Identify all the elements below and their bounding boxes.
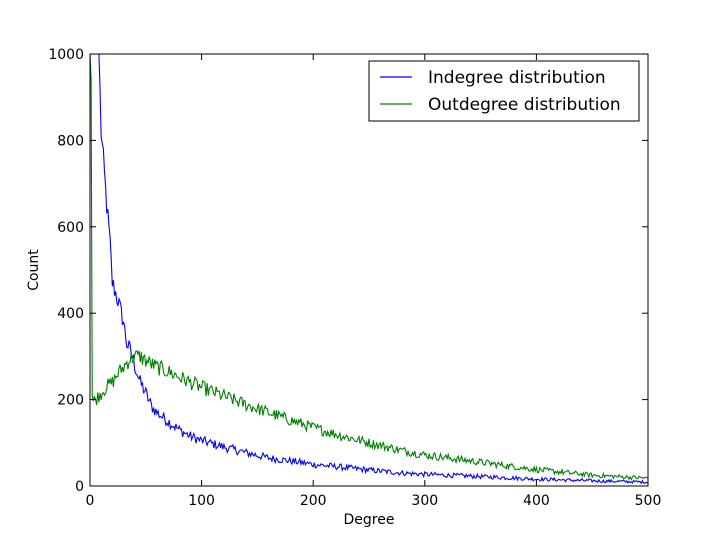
outdegree-series-line — [90, 54, 648, 481]
plot-area — [90, 54, 648, 486]
y-tick-label: 800 — [57, 133, 84, 149]
y-axis-label: Count — [26, 249, 42, 291]
x-tick-label: 300 — [411, 493, 438, 509]
x-tick-label: 400 — [523, 493, 550, 509]
plot-frame — [89, 53, 649, 487]
legend-label-indegree: Indegree distribution — [428, 68, 606, 88]
x-tick-label: 200 — [300, 493, 327, 509]
x-tick-label: 0 — [86, 493, 95, 509]
x-tick-label: 100 — [188, 493, 215, 509]
legend-box — [368, 60, 640, 122]
x-tick-label: 500 — [635, 493, 662, 509]
y-tick-label: 600 — [57, 220, 84, 236]
y-tick-label: 200 — [57, 393, 84, 409]
series-layer — [90, 54, 648, 485]
y-tick-label: 0 — [75, 479, 84, 495]
x-axis-label: Degree — [344, 512, 395, 528]
legend: Indegree distribution Outdegree distribu… — [368, 60, 640, 122]
y-tick-label: 1000 — [48, 47, 84, 63]
ticks-layer: 0 100 200 300 400 500 0 200 400 600 800 1000 — [48, 47, 661, 509]
legend-label-outdegree: Outdegree distribution — [428, 95, 621, 115]
y-tick-label: 400 — [57, 306, 84, 322]
indegree-series-line — [91, 54, 648, 485]
